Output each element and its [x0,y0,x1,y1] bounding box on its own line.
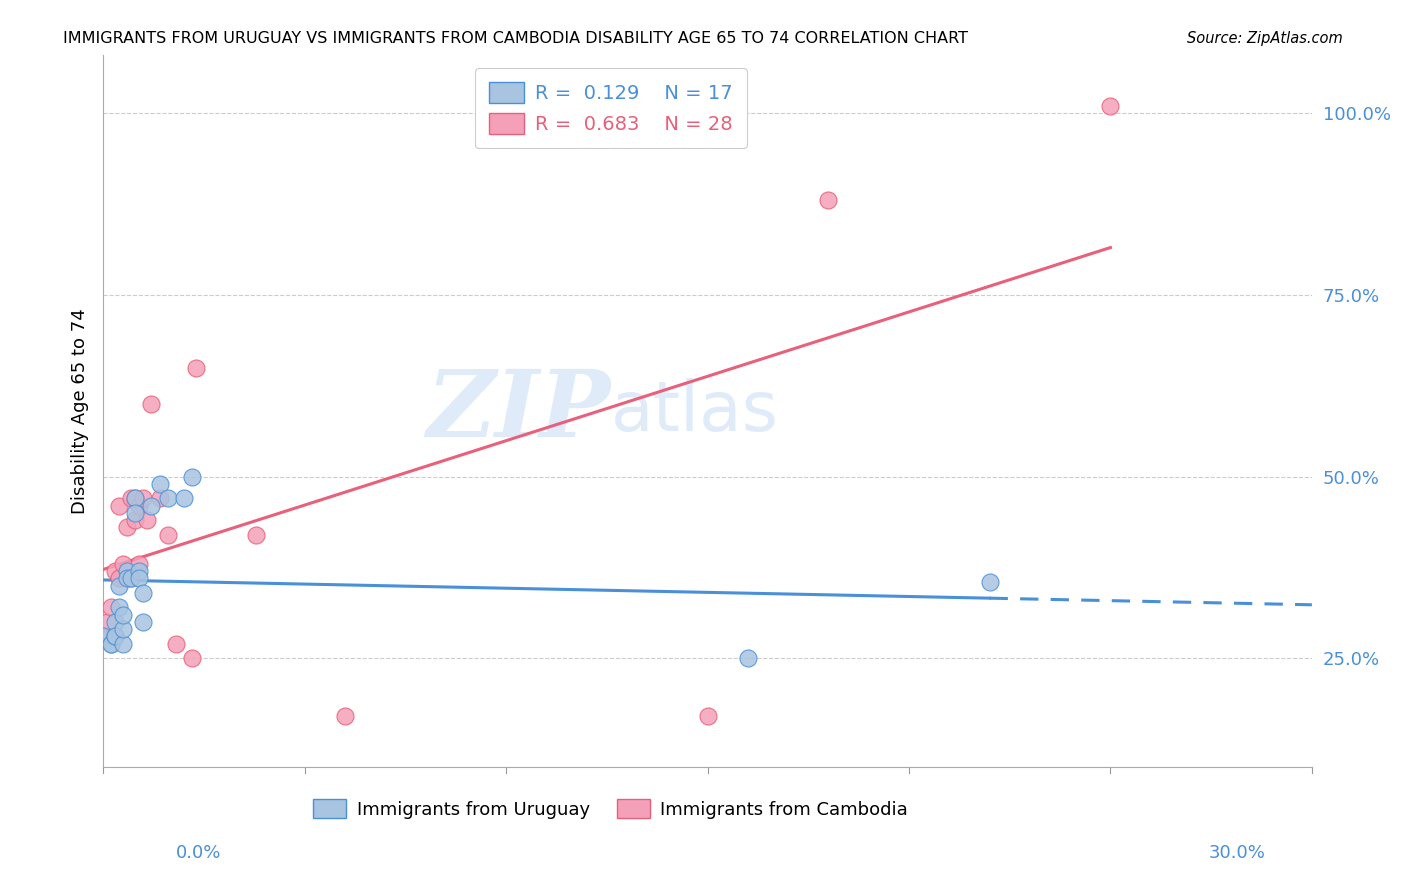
Point [120,571,142,585]
Point [104,630,127,644]
Text: 30.0%: 30.0% [1209,844,1265,862]
Point [333,709,356,723]
Point [128,571,150,585]
Point [148,476,170,491]
Point [696,709,718,723]
Point [165,637,187,651]
Point [141,397,163,411]
Point [141,499,163,513]
Point [979,574,1001,589]
Y-axis label: Disability Age 65 to 74: Disability Age 65 to 74 [72,309,89,514]
Point [128,499,150,513]
Point [120,491,142,506]
Point [132,491,155,506]
Point [112,637,135,651]
Point [96,615,118,629]
Point [117,571,139,585]
Point [108,499,131,513]
Point [100,637,122,651]
Point [100,600,122,615]
Point [112,557,135,571]
Point [128,557,150,571]
Text: 0.0%: 0.0% [176,844,221,862]
Point [104,615,127,629]
Point [173,491,195,506]
Text: Source: ZipAtlas.com: Source: ZipAtlas.com [1187,31,1343,46]
Point [124,506,146,520]
Point [104,630,127,644]
Point [124,491,146,506]
Point [1099,99,1122,113]
Point [128,564,150,578]
Text: ZIP: ZIP [426,367,610,456]
Point [120,571,142,585]
Point [100,637,122,651]
Point [124,513,146,527]
Point [132,615,155,629]
Point [108,571,131,585]
Point [117,520,139,534]
Point [104,564,127,578]
Point [91,630,114,644]
Point [156,491,179,506]
Point [112,622,135,636]
Point [132,586,155,600]
Point [136,513,159,527]
Point [148,491,170,506]
Point [108,578,131,592]
Point [245,527,267,541]
Text: IMMIGRANTS FROM URUGUAY VS IMMIGRANTS FROM CAMBODIA DISABILITY AGE 65 TO 74 CORR: IMMIGRANTS FROM URUGUAY VS IMMIGRANTS FR… [63,31,969,46]
Point [112,607,135,622]
Point [117,564,139,578]
Point [180,651,202,665]
Point [737,651,759,665]
Point [91,630,114,644]
Legend: Immigrants from Uruguay, Immigrants from Cambodia: Immigrants from Uruguay, Immigrants from… [307,791,915,826]
Text: atlas: atlas [610,377,779,445]
Point [817,194,839,208]
Point [104,630,127,644]
Point [108,600,131,615]
Point [180,469,202,483]
Point [184,360,207,375]
Point [156,527,179,541]
Point [124,491,146,506]
